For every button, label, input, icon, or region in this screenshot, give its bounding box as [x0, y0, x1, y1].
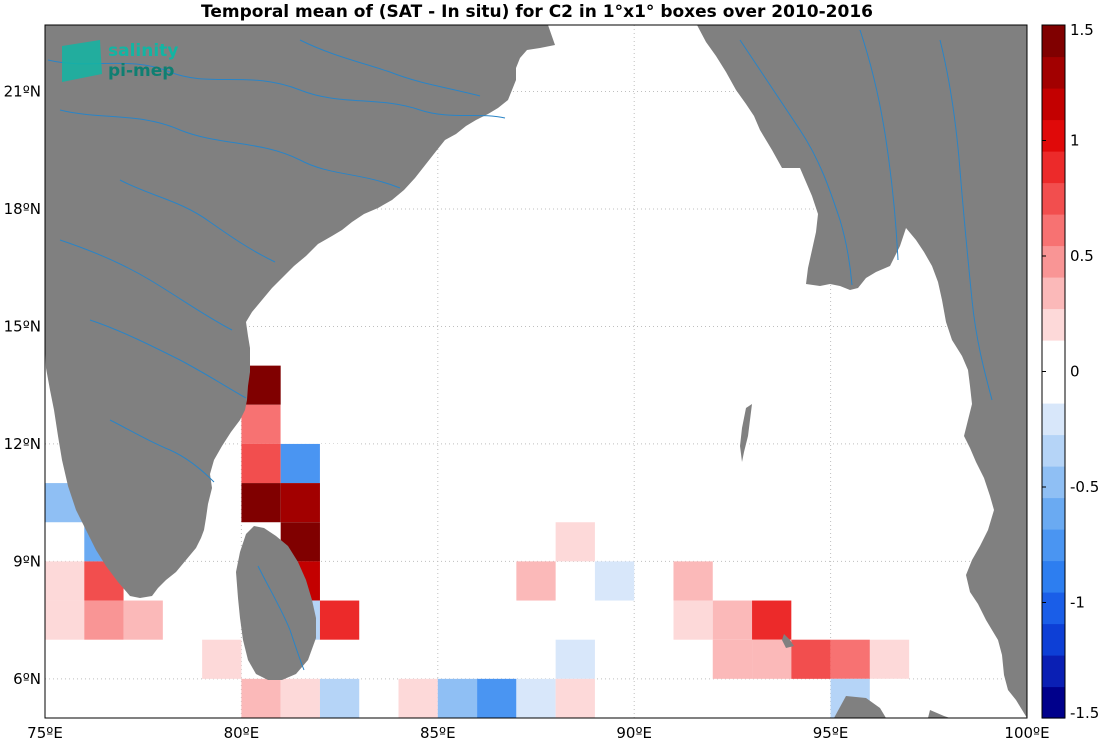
heatmap-cell: [280, 483, 320, 523]
latitude-axis-labels: 6ºN 9ºN 12ºN 15ºN 18ºN 21ºN: [4, 83, 41, 688]
logo-text-pi-mep: pi-mep: [108, 61, 174, 81]
map-frame: [44, 24, 1028, 719]
heatmap-cell: [241, 443, 281, 484]
lat-tick-label: 18ºN: [4, 200, 41, 218]
lat-tick-label: 21ºN: [4, 83, 41, 101]
lat-tick-label: 6ºN: [13, 670, 41, 688]
india-landmass: [45, 25, 555, 598]
map-area: [45, 25, 1027, 718]
heatmap-cell: [241, 678, 281, 718]
sumatra-tip: [834, 696, 886, 718]
andaman-islands: [740, 404, 752, 462]
heatmap-cell: [319, 678, 360, 718]
heatmap-cell: [319, 443, 360, 484]
heatmap-cell: [477, 678, 517, 718]
colorbar-tick-label: -1.5: [1070, 704, 1099, 722]
colorbar-segment: [1042, 686, 1065, 719]
heatmap-cell: [319, 600, 360, 640]
lon-tick-label: 80ºE: [224, 724, 260, 740]
lon-tick-label: 85ºE: [420, 724, 456, 740]
myanmar-coast: [697, 25, 1027, 718]
land-mask: [45, 25, 1027, 718]
colorbar-segment: [1042, 182, 1065, 215]
colorbar-segment: [1042, 25, 1065, 58]
colorbar-segment: [1042, 308, 1065, 341]
heatmap-cell: [712, 600, 753, 640]
colorbar-segment: [1042, 592, 1065, 625]
heatmap-cell: [437, 678, 478, 718]
colorbar-segment: [1042, 56, 1065, 89]
colorbar-segment: [1042, 214, 1065, 247]
colorbar-segment: [1042, 371, 1065, 404]
colorbar-segment: [1042, 623, 1065, 656]
colorbar-segment: [1042, 434, 1065, 467]
colorbar-segment: [1042, 119, 1065, 152]
lon-tick-label: 95ºE: [813, 724, 849, 740]
heatmap-cell: [673, 600, 713, 640]
colorbar-segment: [1042, 403, 1065, 436]
heatmap-cell: [516, 678, 556, 718]
heatmap-cell: [555, 522, 595, 562]
heatmap-cell: [516, 561, 556, 601]
heatmap-cell: [45, 561, 85, 601]
heatmap-cell: [398, 678, 438, 718]
heatmap-cell: [752, 600, 792, 640]
colorbar-tick-label: 1.5: [1070, 21, 1094, 39]
sri-lanka: [236, 526, 316, 680]
lat-tick-label: 15ºN: [4, 317, 41, 335]
colorbar-segment: [1042, 560, 1065, 593]
map-title: Temporal mean of (SAT - In situ) for C2 …: [201, 2, 873, 22]
colorbar-segment: [1042, 88, 1065, 121]
heatmap-cells: [45, 365, 910, 718]
heatmap-cell: [712, 639, 753, 679]
nicobar-islands: [782, 634, 794, 648]
colorbar-tick-label: 0.5: [1070, 247, 1094, 265]
lon-tick-label: 90ºE: [616, 724, 652, 740]
heatmap-cell: [791, 639, 831, 679]
lon-tick-label: 100ºE: [1004, 724, 1049, 740]
logo-flag-icon: [62, 40, 102, 82]
colorbar-tick-label: -0.5: [1070, 478, 1099, 496]
colorbar-segment: [1042, 151, 1065, 184]
heatmap-cell: [241, 404, 281, 444]
heatmap-cell: [280, 443, 320, 484]
rivers: [47, 29, 993, 671]
logo-text-salinity: salinity: [108, 41, 178, 61]
colorbar-segment: [1042, 497, 1065, 530]
heatmap-cell: [280, 404, 320, 444]
colorbar-segment: [1042, 277, 1065, 310]
colorbar-segment: [1042, 245, 1065, 278]
heatmap-cell: [869, 639, 910, 679]
heatmap-cell: [555, 678, 595, 718]
colorbar-tick-label: 0: [1070, 363, 1080, 381]
heatmap-cell: [241, 483, 281, 523]
island-small-east: [928, 710, 950, 718]
lat-tick-label: 12ºN: [4, 435, 41, 453]
colorbar-segment: [1042, 655, 1065, 688]
colorbar-segment: [1042, 340, 1065, 373]
heatmap-cell: [123, 600, 163, 640]
colorbar-segment: [1042, 529, 1065, 562]
heatmap-cell: [45, 600, 85, 640]
colorbar-tick-label: 1: [1070, 132, 1080, 150]
heatmap-cell: [202, 639, 242, 679]
colorbar-segment: [1042, 466, 1065, 499]
heatmap-cell: [555, 639, 595, 679]
heatmap-cell: [280, 678, 320, 718]
heatmap-cell: [752, 639, 792, 679]
colorbar: [1041, 24, 1066, 719]
heatmap-cell: [673, 561, 713, 601]
heatmap-cell: [84, 600, 124, 640]
heatmap-cell: [830, 639, 870, 679]
longitude-axis-labels: 75ºE 80ºE 85ºE 90ºE 95ºE 100ºE: [27, 724, 1049, 740]
salinity-pimep-logo: salinity pi-mep: [62, 40, 178, 82]
colorbar-tick-labels: 1.5 1 0.5 0 -0.5 -1 -1.5: [1070, 21, 1099, 722]
lat-tick-label: 9ºN: [13, 552, 41, 570]
colorbar-tick-label: -1: [1070, 594, 1085, 612]
heatmap-cell: [594, 561, 635, 601]
lon-tick-label: 75ºE: [27, 724, 63, 740]
